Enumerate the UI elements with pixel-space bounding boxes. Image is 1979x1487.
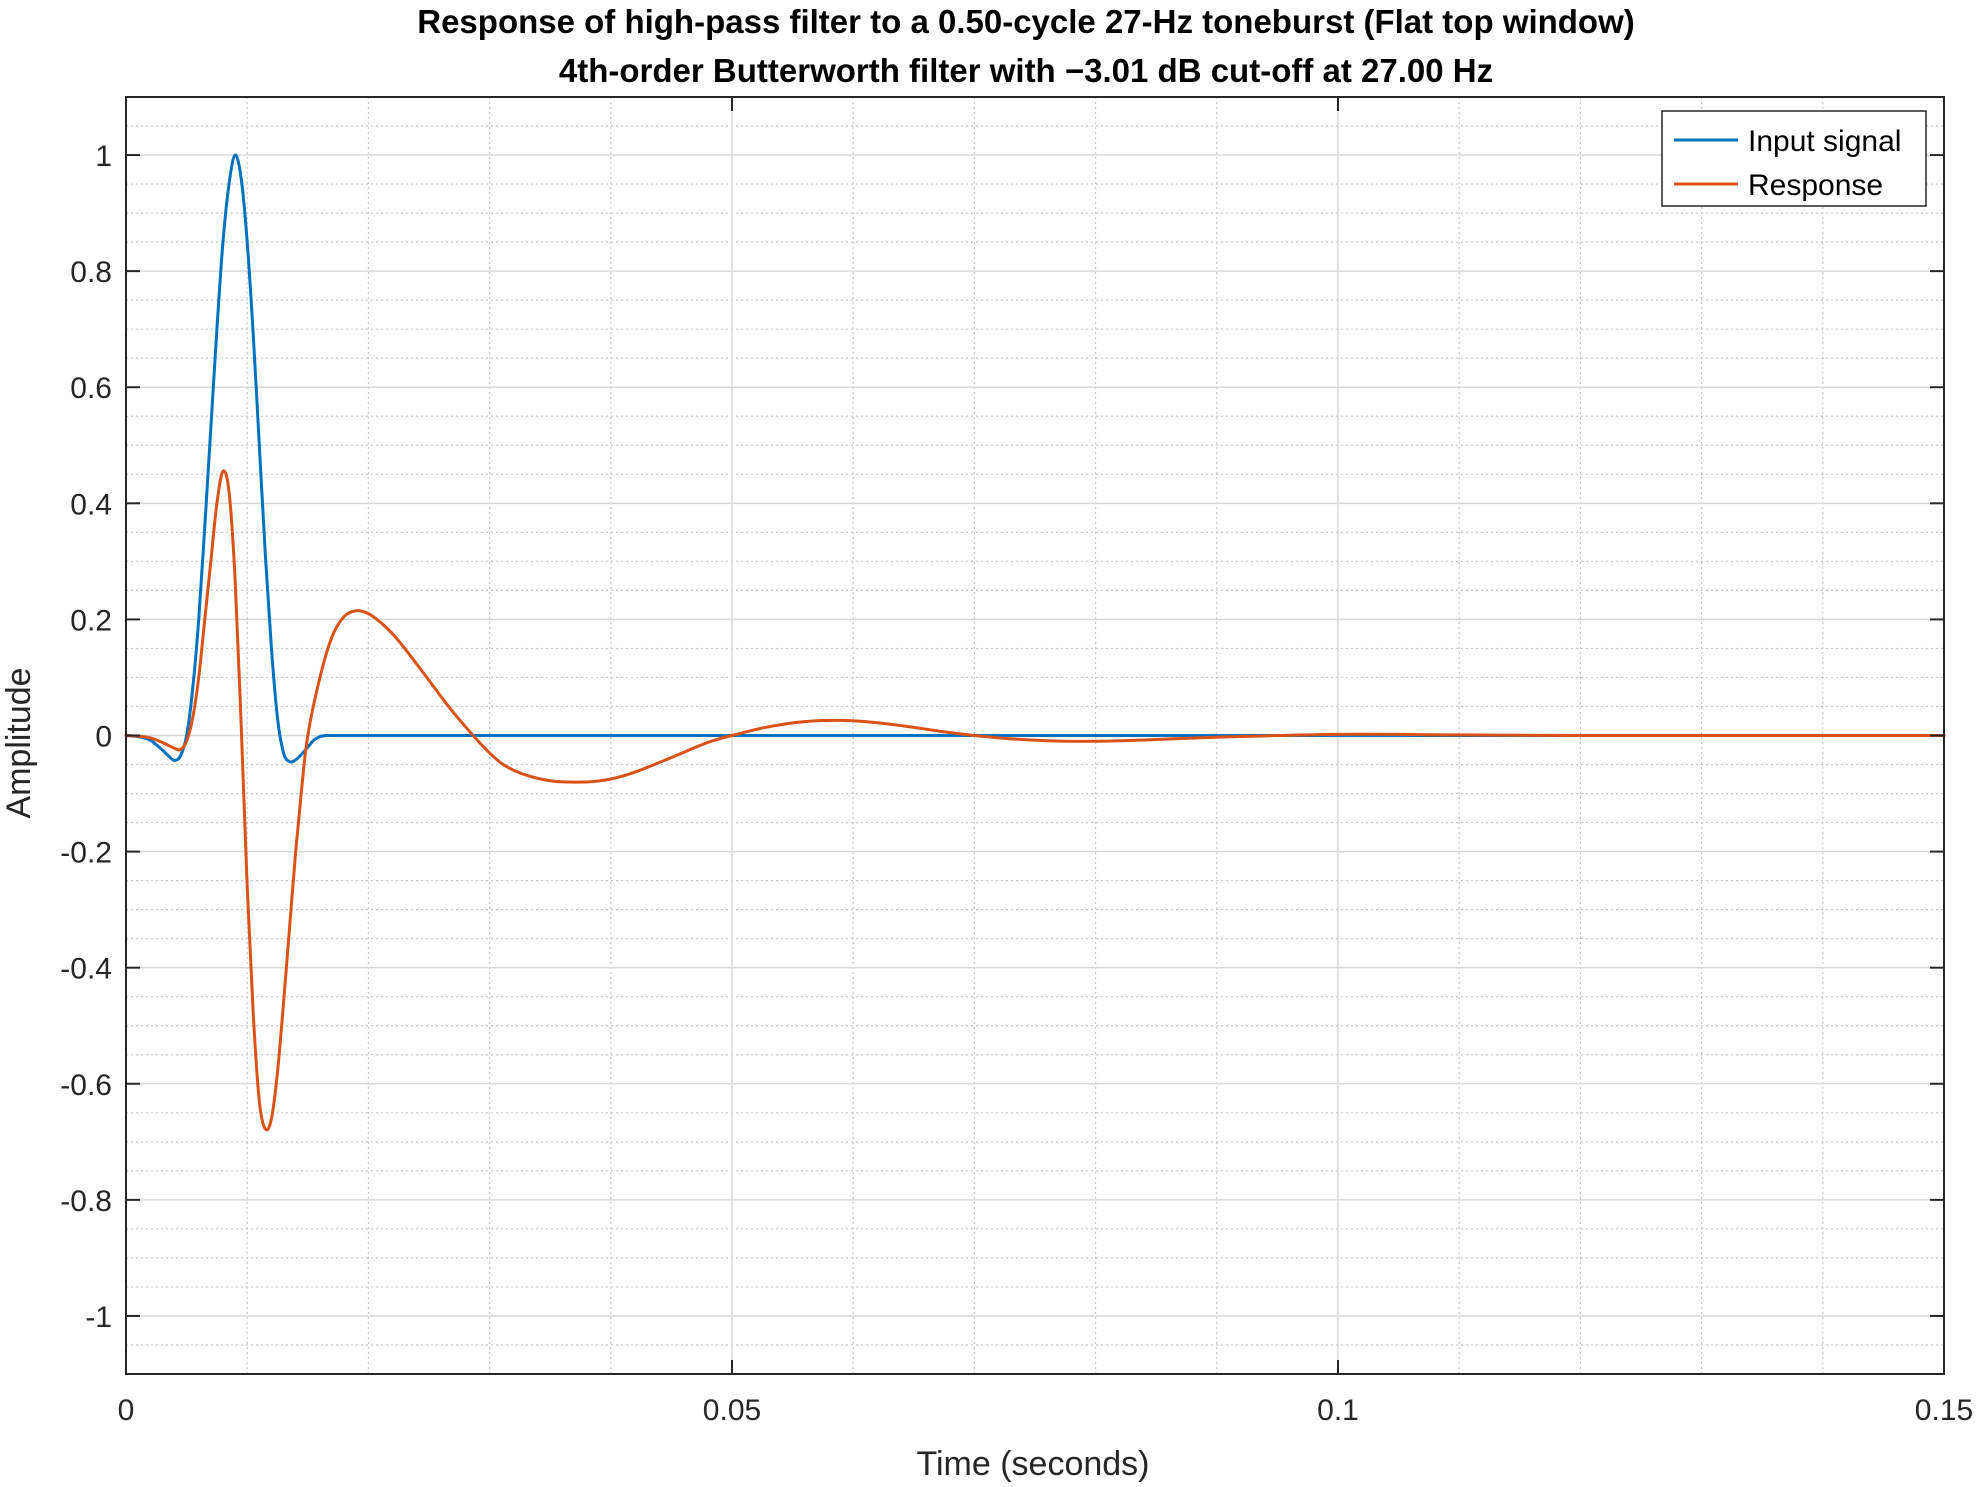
y-tick-label: 0.6	[70, 372, 112, 405]
chart-subtitle: 4th-order Butterworth filter with −3.01 …	[559, 52, 1493, 89]
legend: Input signal Response	[1661, 110, 1927, 207]
y-tick-labels: 1 0.8 0.6 0.4 0.2 0 -0.2 -0.4 -0.6 -0.8 -1	[60, 140, 112, 1334]
series-layer	[124, 153, 1946, 1132]
y-tick-label: 0.4	[70, 488, 112, 521]
y-tick-label: 0.2	[70, 604, 112, 637]
y-tick-label: -0.2	[60, 837, 112, 870]
major-grid	[126, 97, 1944, 1374]
legend-box	[1661, 110, 1927, 207]
x-tick-label: 0.15	[1915, 1394, 1973, 1427]
x-axis-label: Time (seconds)	[916, 1445, 1149, 1483]
y-tick-label: 0.8	[70, 256, 112, 289]
x-tick-labels: 0 0.05 0.1 0.15	[118, 1394, 1974, 1427]
chart-title: Response of high-pass filter to a 0.50-c…	[417, 3, 1635, 40]
tick-marks	[125, 97, 1945, 1374]
y-tick-label: 1	[95, 140, 112, 173]
y-tick-label: -0.4	[60, 953, 112, 986]
y-tick-label: 0	[95, 721, 112, 754]
y-tick-label: -1	[85, 1301, 112, 1334]
plot-area	[124, 96, 1946, 1375]
x-tick-label: 0.05	[703, 1394, 761, 1427]
legend-label-input-signal: Input signal	[1748, 125, 1901, 158]
series-line-response	[124, 469, 1946, 1132]
y-tick-label: -0.6	[60, 1069, 112, 1102]
y-axis-label: Amplitude	[0, 667, 38, 818]
x-tick-label: 0.1	[1317, 1394, 1359, 1427]
minor-grid	[126, 97, 1944, 1374]
x-tick-label: 0	[118, 1394, 135, 1427]
legend-label-response: Response	[1748, 169, 1883, 202]
y-tick-label: -0.8	[60, 1185, 112, 1218]
series-line-input-signal	[124, 153, 1946, 764]
